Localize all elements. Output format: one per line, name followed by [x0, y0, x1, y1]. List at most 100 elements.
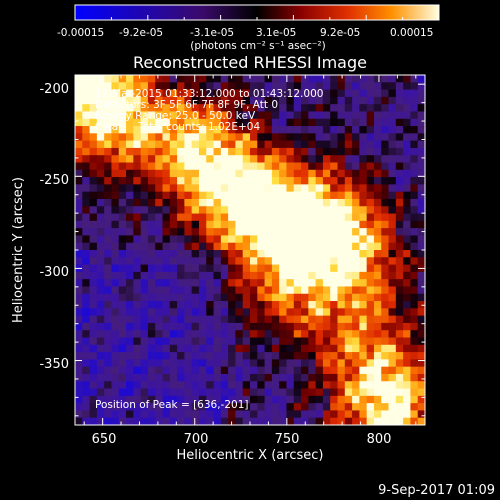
heatmap-cell — [242, 395, 251, 404]
heatmap-cell — [75, 82, 83, 91]
heatmap-cell — [403, 330, 412, 339]
heatmap-cell — [322, 184, 331, 193]
heatmap-cell — [315, 381, 324, 390]
heatmap-cell — [184, 155, 193, 164]
heatmap-cell — [155, 155, 164, 164]
heatmap-cell — [308, 235, 317, 244]
heatmap-cell — [140, 264, 149, 273]
heatmap-cell — [198, 337, 207, 346]
heatmap-cell — [410, 104, 419, 113]
heatmap-cell — [191, 403, 200, 412]
heatmap-cell — [410, 169, 419, 178]
heatmap-cell — [228, 410, 237, 419]
heatmap-cell — [344, 322, 353, 331]
heatmap-cell — [395, 257, 404, 266]
heatmap-cell — [118, 169, 127, 178]
heatmap-cell — [395, 206, 404, 215]
heatmap-cell — [403, 381, 412, 390]
heatmap-cell — [264, 410, 273, 419]
heatmap-cell — [301, 133, 309, 142]
heatmap-cell — [373, 155, 382, 164]
heatmap-cell — [359, 352, 368, 360]
heatmap-cell — [359, 184, 368, 193]
heatmap-cell — [220, 111, 229, 120]
heatmap-cell — [395, 410, 404, 419]
heatmap-cell — [395, 126, 404, 134]
heatmap-cell — [315, 344, 324, 353]
heatmap-cell — [133, 242, 142, 251]
heatmap-cell — [147, 315, 156, 324]
heatmap-cell — [242, 213, 251, 222]
heatmap-cell — [111, 191, 120, 200]
heatmap-cell — [271, 286, 280, 295]
heatmap-cell — [403, 198, 412, 207]
heatmap-cell — [198, 410, 207, 419]
heatmap-cell — [264, 162, 273, 171]
heatmap-cell — [417, 279, 425, 288]
heatmap-cell — [395, 75, 404, 83]
heatmap-cell — [96, 264, 105, 273]
heatmap-cell — [366, 96, 375, 105]
heatmap-cell — [366, 126, 375, 134]
heatmap-cell — [104, 177, 113, 185]
heatmap-cell — [286, 286, 295, 295]
heatmap-cell — [242, 126, 251, 134]
heatmap-cell — [315, 250, 324, 258]
heatmap-cell — [111, 140, 120, 149]
heatmap-cell — [177, 213, 185, 222]
heatmap-cell — [417, 126, 425, 134]
heatmap-cell — [184, 315, 193, 324]
heatmap-cell — [96, 250, 105, 258]
heatmap-cell — [82, 162, 91, 171]
heatmap-cell — [315, 337, 324, 346]
heatmap-cell — [381, 126, 390, 134]
heatmap-cell — [352, 388, 360, 397]
heatmap-cell — [257, 75, 266, 83]
heatmap-cell — [395, 184, 404, 193]
heatmap-cell — [147, 140, 156, 149]
heatmap-cell — [177, 191, 185, 200]
heatmap-cell — [228, 286, 237, 295]
heatmap-cell — [155, 388, 164, 397]
heatmap-cell — [257, 213, 266, 222]
heatmap-cell — [286, 96, 295, 105]
heatmap-cell — [89, 279, 98, 288]
annotation-time-range: 17-Mar-2015 01:33:12.000 to 01:43:12.000 — [95, 88, 323, 100]
heatmap-cell — [301, 322, 309, 331]
heatmap-cell — [155, 417, 164, 425]
heatmap-cell — [395, 271, 404, 280]
heatmap-cell — [147, 228, 156, 237]
heatmap-cell — [337, 279, 346, 288]
heatmap-cell — [352, 184, 360, 193]
heatmap-cell — [242, 308, 251, 317]
heatmap-cell — [184, 228, 193, 237]
heatmap-cell — [82, 388, 91, 397]
heatmap-cell — [286, 410, 295, 419]
heatmap-cell — [213, 104, 222, 113]
heatmap-cell — [410, 381, 419, 390]
heatmap-cell — [118, 381, 127, 390]
heatmap-cell — [82, 359, 91, 368]
heatmap-cell — [403, 147, 412, 156]
heatmap-cell — [410, 308, 419, 317]
heatmap-cell — [301, 191, 309, 200]
heatmap-cell — [271, 169, 280, 178]
heatmap-cell — [220, 184, 229, 193]
heatmap-cell — [104, 169, 113, 178]
heatmap-cell — [337, 242, 346, 251]
heatmap-cell — [322, 242, 331, 251]
heatmap-cell — [337, 250, 346, 258]
annotation-detectors: Detectors: 3F 5F 6F 7F 8F 9F, Att 0 — [95, 99, 278, 111]
heatmap-cell — [140, 104, 149, 113]
heatmap-cell — [235, 410, 244, 419]
heatmap-cell — [330, 177, 339, 185]
heatmap-cell — [257, 322, 266, 331]
heatmap-cell — [133, 373, 142, 382]
heatmap-cell — [301, 96, 309, 105]
heatmap-cell — [118, 147, 127, 156]
heatmap-cell — [75, 315, 83, 324]
heatmap-cell — [301, 264, 309, 273]
heatmap-cell — [228, 366, 237, 375]
heatmap-cell — [147, 330, 156, 339]
heatmap-cell — [279, 286, 288, 295]
